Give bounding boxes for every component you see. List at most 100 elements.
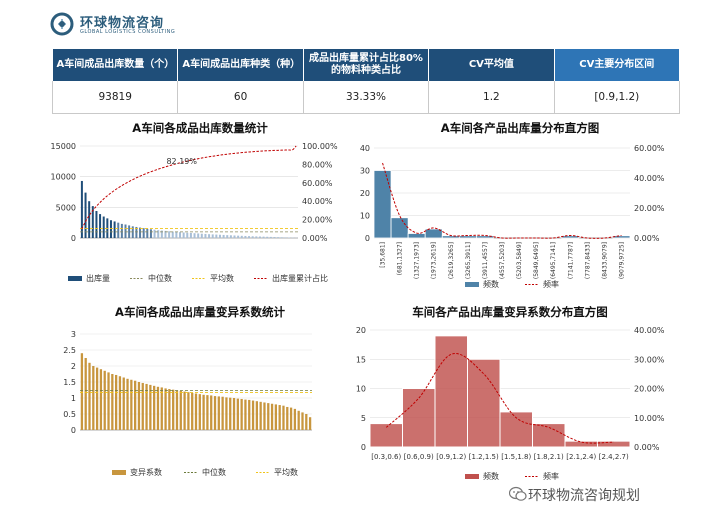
bar [114, 374, 118, 430]
x-tick-label: [2.4,2.7) [599, 453, 629, 461]
bar [130, 379, 133, 430]
summary-header-cv-mean: CV平均值 [428, 49, 555, 81]
bar [248, 399, 251, 430]
cv-chart-title: A车间各成品出库量变异系数统计 [115, 305, 285, 319]
histogram-bar [390, 217, 409, 239]
bar [160, 230, 163, 238]
y2-axis-tick: 20.00% [634, 204, 665, 213]
bar [251, 236, 254, 238]
y2-axis-tick: 60.00% [302, 179, 333, 188]
bar [301, 412, 304, 430]
x-tick-label: (7787,8433] [584, 242, 591, 279]
bar [137, 382, 141, 430]
bar [164, 230, 167, 238]
bar [240, 235, 243, 238]
bar [297, 410, 300, 430]
bar [244, 235, 247, 238]
legend-label: 频数 [483, 471, 499, 481]
y2-axis-tick: 100.00% [302, 142, 338, 151]
legend-swatch [68, 276, 82, 281]
y2-axis-tick: 20.00% [302, 216, 333, 225]
bar [118, 376, 122, 430]
bar [120, 223, 123, 238]
legend-label: 变异系数 [130, 467, 162, 477]
bar [135, 226, 138, 238]
histogram-bar [373, 170, 392, 239]
histogram-bar [612, 235, 631, 239]
y2-axis-tick: 40.00% [634, 326, 665, 335]
brand-name-cn: 环球物流咨询 [80, 16, 165, 31]
bar [225, 397, 228, 430]
x-tick-label: [1.2,1.5) [469, 453, 499, 461]
bar [124, 224, 127, 238]
y-axis-tick: 5 [361, 414, 366, 423]
y-axis-tick: 0 [71, 426, 76, 435]
x-tick-label: (681,1327] [397, 242, 404, 275]
bar [204, 233, 207, 238]
frequency-line [385, 353, 614, 444]
legend-label: 频数 [483, 279, 499, 289]
bar [187, 392, 190, 430]
legend-label: 出库量累计占比 [272, 273, 328, 283]
qty-histogram-chart: 0 10 20 30 40 0.00% 20.00% 40.00% 60.00% [35,681]… [360, 144, 665, 289]
bar [91, 206, 94, 238]
summary-value-types: 60 [177, 81, 304, 114]
bar [99, 214, 102, 238]
x-tick-label: (1973,2619] [431, 242, 438, 279]
bar [164, 388, 167, 430]
bar [229, 397, 232, 430]
bar [273, 237, 276, 238]
y2-axis-tick: 40.00% [634, 174, 665, 183]
y-axis-tick: 0.5 [63, 410, 76, 419]
bar [280, 237, 283, 238]
bar [156, 386, 160, 430]
histogram-bar [441, 235, 460, 239]
wechat-icon [509, 486, 527, 501]
legend-label: 中位数 [202, 467, 226, 477]
bar [237, 235, 240, 238]
summary-value-share: 33.33% [303, 81, 430, 114]
x-tick-label: (8433,9079] [601, 242, 608, 279]
histogram-bar [424, 228, 443, 239]
bar [103, 370, 106, 430]
summary-header-share: 成品出库量累计占比80%的物料种类占比 [303, 49, 430, 81]
y-axis-tick: 15000 [51, 142, 76, 151]
cumulative-annotation: 82.19% [166, 157, 197, 166]
summary-table: A车间成品出库数量（个） A车间成品出库种类（种） 成品出库量累计占比80%的物… [51, 49, 681, 114]
bar [183, 391, 186, 430]
x-tick-label: [1.8,2.1) [534, 453, 564, 461]
y-axis-tick: 40 [360, 144, 370, 153]
summary-header-cv-range: CV主要分布区间 [554, 49, 681, 81]
bar [232, 398, 236, 430]
bar [270, 403, 274, 430]
y-axis-tick: 5000 [56, 203, 76, 212]
bar [99, 369, 103, 430]
bar [149, 229, 152, 238]
cv-histogram-title: 车间各产品出库量变异系数分布直方图 [412, 305, 608, 319]
bar [128, 225, 131, 238]
legend-label: 平均数 [210, 273, 234, 283]
y-axis-tick: 20 [356, 326, 366, 335]
bar [102, 216, 105, 238]
cv-chart-panel: A车间各成品出库量变异系数统计 0 0.5 1 1.5 2 2.5 3 变异系数 中位数 平均数 [40, 302, 360, 482]
bar [160, 387, 163, 430]
bar [153, 229, 156, 238]
legend-label: 频率 [543, 471, 559, 481]
bar [255, 401, 258, 430]
bar [202, 394, 205, 430]
histogram-bar [434, 335, 468, 448]
bar [88, 362, 91, 430]
y-axis-tick: 1.5 [63, 378, 76, 387]
x-tick-label: (5849,6495] [533, 242, 540, 279]
summary-value-row: 93819 60 33.33% 1.2 [0.9,1.2) [51, 81, 681, 114]
bar [157, 230, 160, 238]
bar [284, 237, 287, 238]
histogram-bar [564, 440, 598, 448]
bar [218, 234, 221, 238]
x-tick-label: (9079,9725] [618, 242, 625, 279]
bar [193, 233, 196, 238]
qty-histogram-title: A车间各产品出库量分布直方图 [440, 121, 600, 135]
bar [172, 389, 175, 430]
bar [182, 232, 185, 238]
x-tick-label: [0.3,0.6) [371, 453, 401, 461]
